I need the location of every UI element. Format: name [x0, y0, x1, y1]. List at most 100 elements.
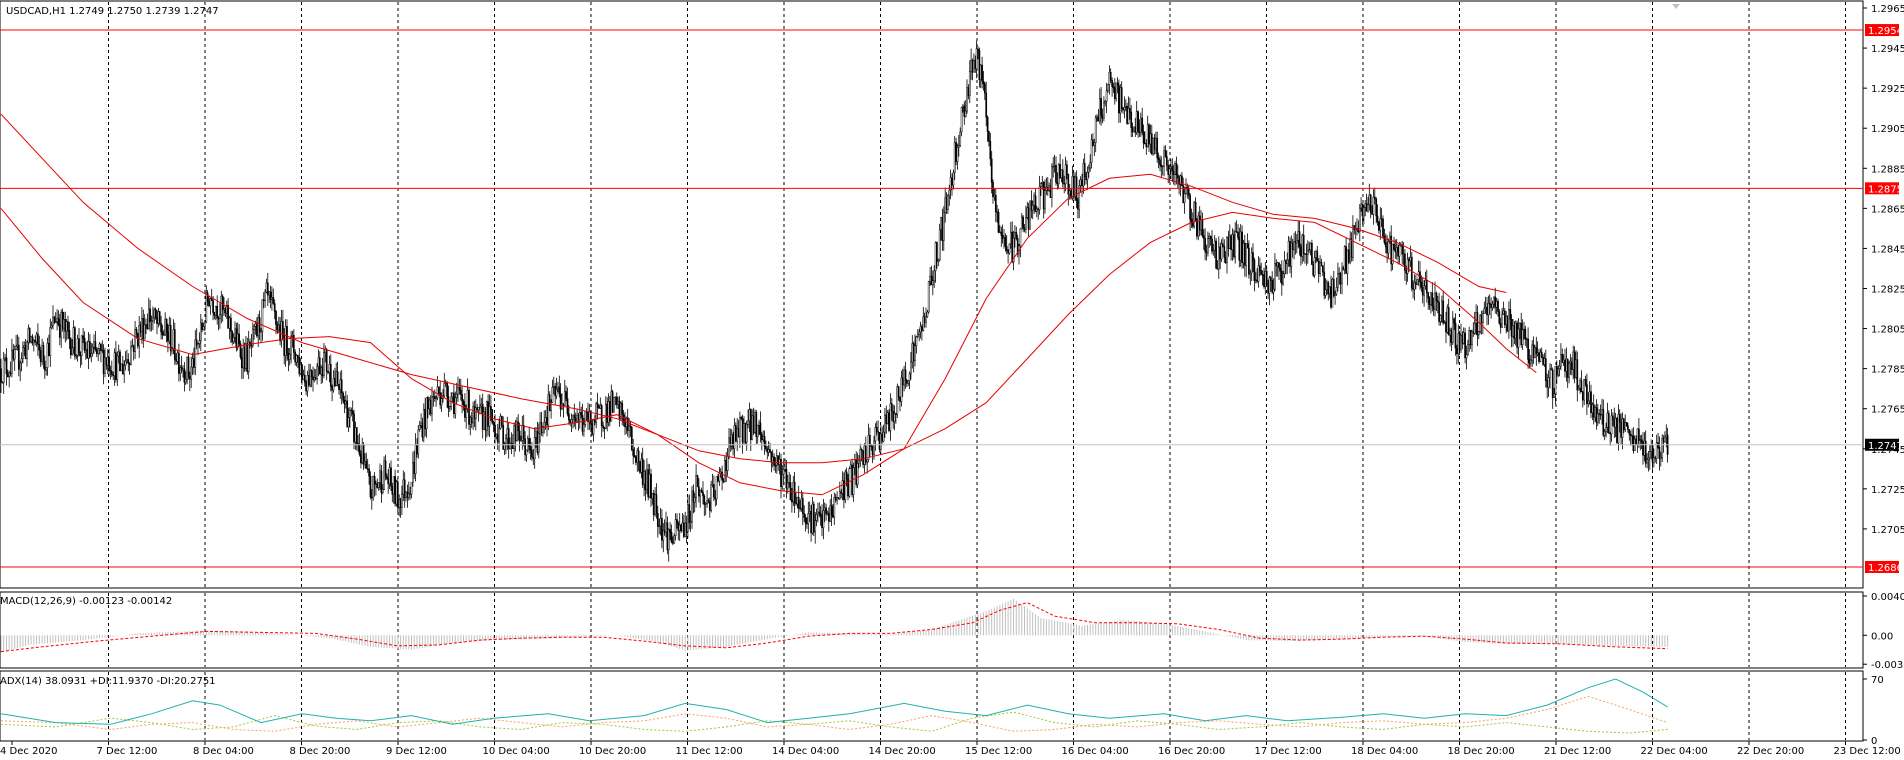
candle — [1521, 319, 1524, 350]
candle — [1610, 409, 1613, 442]
panel-frames — [0, 0, 1864, 742]
candle — [173, 322, 176, 365]
candle — [440, 392, 443, 412]
candle — [1066, 160, 1068, 180]
candle — [336, 361, 339, 387]
candle — [50, 321, 53, 330]
candle — [1551, 367, 1554, 409]
candle — [1282, 270, 1284, 286]
candle — [1627, 422, 1629, 433]
candle — [890, 398, 893, 421]
candle — [1454, 313, 1457, 356]
candle — [1209, 235, 1212, 246]
candle — [433, 389, 436, 402]
candle — [1465, 345, 1468, 370]
candle — [769, 442, 771, 453]
candle — [384, 454, 387, 481]
price-tags: 1.2954 1.2875 1.2686 1.2747 — [1865, 24, 1903, 574]
candle — [1497, 298, 1499, 317]
candle — [1181, 172, 1183, 187]
candle — [1005, 235, 1008, 255]
candle — [1427, 291, 1430, 310]
candle — [11, 338, 13, 378]
candle — [1431, 282, 1434, 312]
candle — [71, 339, 74, 356]
moving-average-slow — [0, 113, 1537, 464]
candle — [1183, 186, 1186, 214]
candle — [8, 370, 11, 388]
candle — [595, 401, 598, 429]
candle — [1438, 292, 1440, 326]
candle — [596, 392, 599, 420]
candle — [1451, 311, 1454, 345]
candle — [410, 482, 413, 499]
candle — [100, 343, 102, 363]
candle — [997, 208, 1000, 234]
candle — [524, 431, 526, 461]
candle — [662, 523, 665, 553]
candle — [1661, 434, 1664, 462]
candle — [1161, 165, 1164, 176]
candle — [1558, 360, 1561, 377]
candle — [1127, 96, 1130, 125]
candle — [661, 509, 663, 549]
candle — [465, 404, 468, 429]
candle — [1416, 279, 1419, 285]
scroll-marker-icon[interactable] — [1672, 4, 1680, 9]
candle — [1269, 275, 1272, 292]
candle — [108, 348, 110, 377]
time-tick-label: 23 Dec 12:00 — [1834, 746, 1901, 757]
candle — [704, 502, 707, 516]
candle — [1211, 230, 1213, 255]
candle — [1157, 152, 1160, 169]
candle — [1274, 253, 1276, 292]
candle — [5, 348, 8, 386]
candle — [782, 459, 785, 486]
candle — [1584, 375, 1587, 387]
candle — [498, 418, 500, 452]
candle — [205, 285, 208, 324]
candle — [1245, 243, 1248, 278]
candle — [78, 328, 80, 357]
candle — [908, 371, 911, 390]
candle — [633, 447, 636, 458]
candle — [907, 380, 910, 387]
candle — [1628, 429, 1631, 441]
candle — [1241, 225, 1243, 269]
candle — [401, 485, 403, 515]
candle — [372, 475, 375, 501]
candle — [75, 354, 78, 360]
candle — [455, 382, 458, 405]
candle — [503, 441, 506, 455]
candle — [1004, 233, 1007, 252]
candle — [517, 414, 520, 441]
time-tick-label: 8 Dec 04:00 — [193, 746, 254, 757]
candle — [1008, 243, 1011, 255]
candle — [295, 354, 298, 367]
candle — [1237, 224, 1239, 241]
candle — [669, 521, 671, 540]
candle — [858, 455, 860, 469]
macd-tick-label: 0.00 — [1871, 631, 1893, 642]
candle — [288, 347, 291, 366]
candle — [127, 353, 130, 372]
candle — [882, 424, 885, 443]
macd-tick-label: -0.00301 — [1871, 660, 1904, 671]
candle — [1278, 262, 1280, 280]
candle — [109, 365, 112, 380]
price-tick-label: 1.2965 — [1871, 4, 1904, 15]
candle — [457, 376, 459, 402]
candle — [888, 409, 890, 433]
candle — [1320, 258, 1323, 267]
candle — [390, 460, 392, 491]
candle — [825, 503, 827, 521]
candle — [1194, 197, 1197, 222]
candle — [1204, 228, 1206, 261]
candle — [658, 518, 661, 535]
candle — [1491, 300, 1494, 311]
candle — [848, 466, 851, 498]
candle — [926, 309, 929, 318]
candle — [38, 335, 41, 359]
candle — [693, 492, 696, 513]
